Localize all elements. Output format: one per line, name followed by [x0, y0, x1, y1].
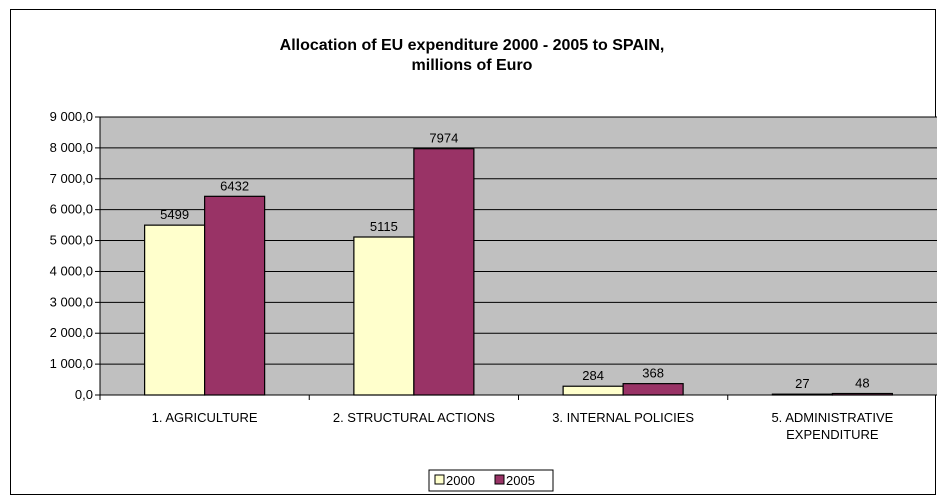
y-tick-label: 8 000,0: [50, 140, 93, 155]
y-tick-label: 7 000,0: [50, 171, 93, 186]
y-tick-label: 4 000,0: [50, 263, 93, 278]
legend-box: [428, 469, 554, 492]
bar-2005: [413, 148, 475, 396]
data-label: 5115: [370, 219, 398, 234]
data-label: 27: [795, 376, 809, 391]
x-category-label: 2. STRUCTURAL ACTIONS: [333, 410, 495, 425]
bar-2005: [204, 195, 266, 396]
x-category-label: EXPENDITURE: [786, 427, 879, 442]
y-tick-label: 3 000,0: [50, 294, 93, 309]
bar-2000: [353, 236, 415, 396]
legend-label: 2005: [506, 473, 535, 488]
data-label: 368: [642, 366, 664, 381]
legend-swatch-2000: [434, 474, 445, 485]
data-label: 48: [855, 376, 869, 391]
x-category-label: 5. ADMINISTRATIVE: [771, 410, 893, 425]
bar-2000: [562, 385, 624, 396]
y-tick-label: 2 000,0: [50, 325, 93, 340]
y-tick-label: 5 000,0: [50, 233, 93, 248]
chart-title-line: Allocation of EU expenditure 2000 - 2005…: [279, 37, 665, 54]
legend-swatch-2005: [494, 474, 505, 485]
data-label: 284: [582, 368, 604, 383]
y-tick-label: 1 000,0: [50, 356, 93, 371]
chart-title: Allocation of EU expenditure 2000 - 2005…: [0, 36, 944, 76]
data-label: 5499: [160, 207, 189, 222]
legend-label: 2000: [446, 473, 475, 488]
x-category-label: 3. INTERNAL POLICIES: [552, 410, 694, 425]
chart-subtitle: millions of Euro: [411, 57, 533, 74]
data-label: 6432: [220, 178, 249, 193]
bar-2000: [144, 224, 206, 396]
y-tick-label: 0,0: [75, 387, 93, 402]
x-category-label: 1. AGRICULTURE: [152, 410, 258, 425]
y-tick-label: 6 000,0: [50, 202, 93, 217]
y-tick-label: 9 000,0: [50, 109, 93, 124]
data-label: 7974: [429, 131, 458, 146]
bar-2005: [622, 383, 684, 396]
